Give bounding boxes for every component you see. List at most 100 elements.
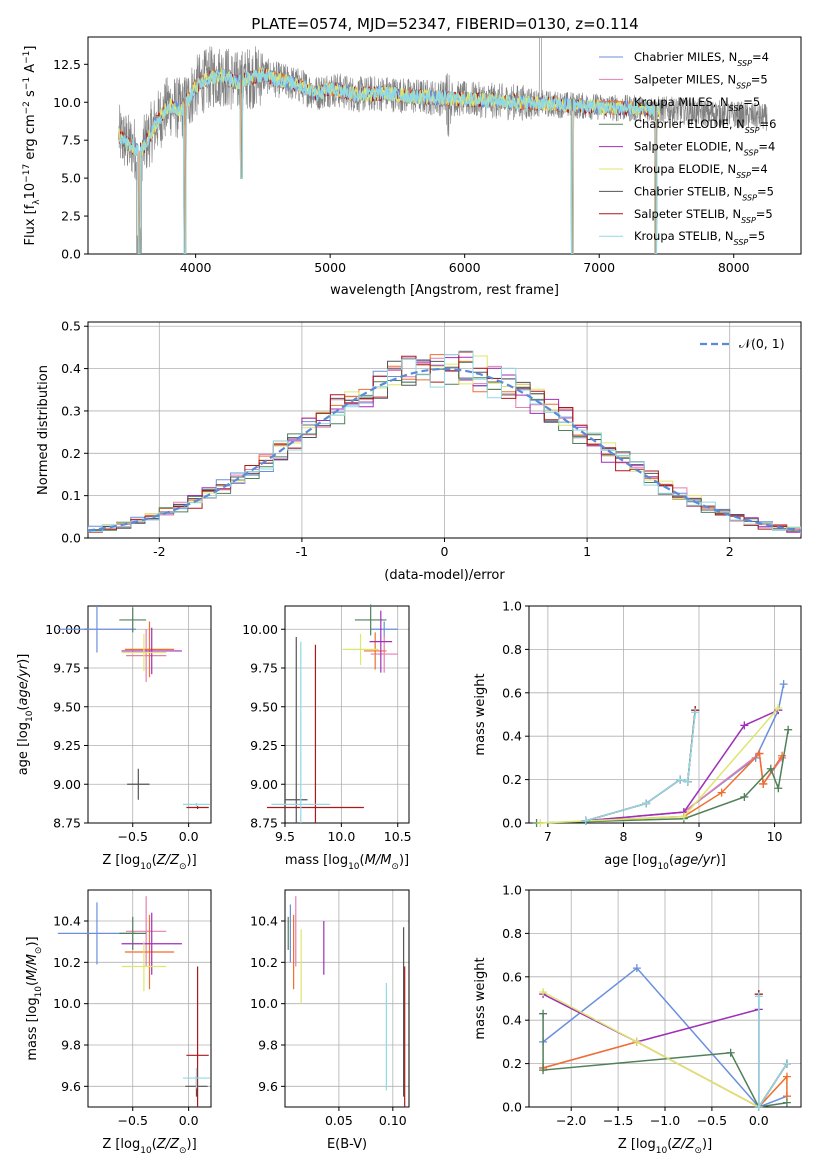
figure-title: PLATE=0574, MJD=52347, FIBERID=0130, z=0… [251,15,638,33]
y-tick-label: 0.1 [61,488,81,503]
series-marker-chabrier_elodie [784,725,793,734]
x-tick-label: 10.5 [384,829,412,844]
series-marker-kroupa_stelib [782,1059,791,1068]
y-tick-label: 0.4 [502,729,522,744]
series-marker-kroupa_elodie [536,819,545,827]
y-tick-label: 0.0 [61,247,81,262]
series-marker-chabrier_elodie [539,1066,548,1075]
series-marker-chabrier_elodie [766,764,775,773]
y-axis-label: mass [log10(M/M⊙)] [25,936,44,1060]
series-marker-kroupa_stelib [754,1103,763,1111]
age_vs_mass-axes: 9.5 10.0 10.5 8.75 9.00 9.25 9.50 9.75 10.00 [242,605,412,844]
x-tick-label: −1.5 [603,1113,633,1128]
series-line-salpeter_elodie [585,709,779,822]
y-tick-label: 0.4 [502,1013,522,1028]
x-tick-label: 7000 [583,260,615,275]
y-tick-label: 8.75 [53,816,81,831]
x-tick-label: 0 [441,544,449,559]
mass_vs_Z-marks [57,896,210,1107]
x-axis-label: (data-model)/error [384,568,505,583]
y-tick-label: 0.6 [502,685,522,700]
x-tick-label: -1 [296,544,308,559]
series-marker-kroupa_elodie [679,812,688,821]
x-tick-label: 9 [695,829,703,844]
y-tick-label: 10.0 [53,996,81,1011]
x-tick-label: 0.10 [379,1113,407,1128]
series-marker-kroupa_elodie [774,703,783,712]
y-tick-label: 0.5 [61,319,81,334]
x-tick-label: 6000 [449,260,481,275]
series-marker-salpeter_elodie [740,721,749,730]
x-axis-label: wavelength [Angstrom, rest frame] [330,283,559,298]
legend-label: Kroupa MILES, NSSP=5 [634,95,760,113]
y-axis-label: Normed distribution [36,365,51,495]
mass_vs_ebv-axes: 0.05 0.10 9.6 9.8 10.0 10.2 10.4 [250,889,410,1128]
series-marker-chabrier_elodie [726,1048,735,1057]
y-tick-label: 0.8 [502,642,522,657]
mass_vs_Z-axes: −0.5 0.0 9.6 9.8 10.0 10.2 10.4 [53,889,212,1128]
y-tick-label: 0.0 [502,816,522,831]
y-tick-label: 12.5 [53,57,81,72]
x-axis-label: mass [log10(M/M⊙)] [285,853,409,872]
legend-label: Salpeter MILES, NSSP=5 [634,72,768,90]
x-axis-label: E(B-V) [327,1137,367,1152]
series-marker-kroupa_stelib [691,708,700,717]
x-tick-label: 10.0 [327,829,355,844]
legend-label: Salpeter ELODIE, NSSP=4 [634,140,775,158]
y-tick-label: 0.0 [61,531,81,546]
y-tick-label: 5.0 [61,171,81,186]
series-marker-chabrier_miles [779,680,788,689]
spectrum-legend: Chabrier MILES, NSSP=4 Salpeter MILES, NS… [599,50,776,247]
x-tick-label: −2.0 [556,1113,586,1128]
residual-hist-kroupa_stelib [88,350,801,534]
y-tick-label: 9.50 [250,699,278,714]
y-tick-label: 9.8 [61,1038,81,1053]
y-tick-label: 9.50 [53,699,81,714]
axes-frame [528,605,802,824]
series-marker-kroupa_elodie [539,987,548,996]
series-marker-kroupa_stelib [683,777,692,786]
normal-curve [88,367,801,532]
x-axis-label: age [log10(age/yr)] [604,853,726,872]
series-line-chabrier_miles [542,967,788,1108]
mass_vs_ebv-marks [287,896,406,1107]
x-axis-label: Z [log10(Z/Z⊙)] [102,1137,196,1156]
x-axis-label: Z [log10(Z/Z⊙)] [102,853,196,872]
series-marker-kroupa_miles [778,751,787,760]
legend-label: Chabrier ELODIE, NSSP=6 [634,117,776,135]
y-axis-label: mass weight [473,957,488,1039]
y-tick-label: 0.0 [502,1100,522,1115]
y-tick-label: 9.6 [258,1079,278,1094]
axes-frame [87,36,802,255]
y-tick-label: 7.5 [61,133,81,148]
axes-frame [87,605,212,824]
y-tick-label: 9.75 [250,661,278,676]
spectrum-axes: 4000 5000 6000 7000 8000 0.0 2.5 5.0 7.5 10.0 12.5 [53,36,802,275]
x-tick-label: −0.5 [118,1113,148,1128]
age_vs_Z-marks [57,606,210,810]
y-tick-label: 9.6 [61,1079,81,1094]
y-tick-label: 10.2 [250,955,278,970]
x-tick-label: 0.0 [179,1113,199,1128]
x-tick-label: 10 [767,829,783,844]
y-tick-label: 10.4 [250,914,278,929]
series-marker-kroupa_miles [782,1072,791,1081]
legend-label: Salpeter STELIB, NSSP=5 [634,207,773,225]
series-line-chabrier_elodie [536,729,789,824]
y-tick-label: 0.2 [502,772,522,787]
x-tick-label: 5000 [314,260,346,275]
y-tick-label: 9.25 [250,738,278,753]
massweight_vs_age-marks [532,680,793,827]
y-tick-label: 9.00 [250,777,278,792]
x-tick-label: 8000 [718,260,750,275]
series-marker-kroupa_stelib [754,992,763,1001]
series-marker-kroupa_elodie [632,1037,641,1046]
x-tick-label: 1 [583,544,591,559]
y-tick-label: 10.4 [53,914,81,929]
series-marker-chabrier_elodie [782,1098,791,1107]
y-axis-label: Flux [fλ10−17 erg cm−2 s−1 A−1] [22,46,42,246]
legend-label: Chabrier MILES, NSSP=4 [634,50,769,68]
axes-frame [87,889,212,1108]
